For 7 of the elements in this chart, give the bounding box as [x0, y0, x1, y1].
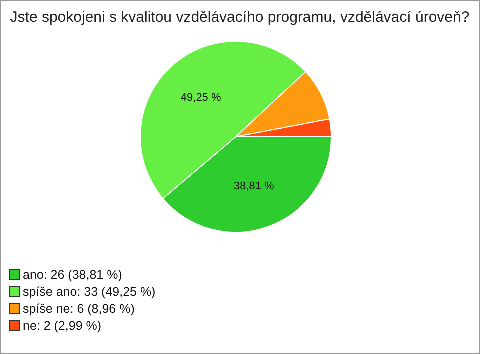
legend-label: spíše ano: 33 (49,25 %): [23, 284, 156, 298]
data-label: 49,25 %: [180, 92, 222, 104]
legend-label: spíše ne: 6 (8,96 %): [23, 302, 135, 316]
legend-label: ne: 2 (2,99 %): [23, 318, 102, 332]
chart-title: Jste spokojeni s kvalitou vzdělávacího programu, vzdělávací úroveň?: [9, 9, 471, 26]
data-label: 38,81 %: [234, 180, 274, 192]
legend-label: ano: 26 (38,81 %): [23, 268, 122, 282]
